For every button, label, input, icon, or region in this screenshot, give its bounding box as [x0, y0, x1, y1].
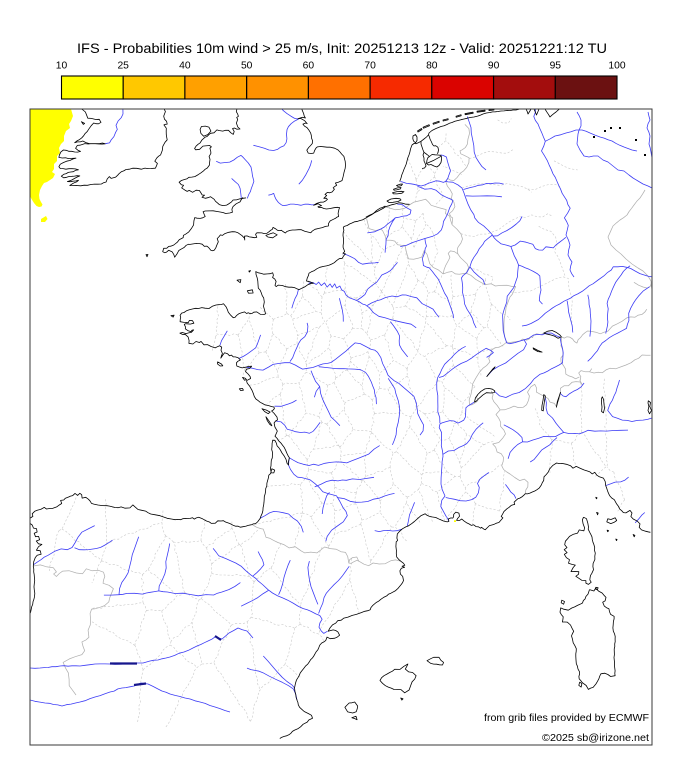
svg-text:70: 70 [364, 61, 376, 72]
svg-text:80: 80 [426, 61, 438, 72]
svg-text:from grib files provided by EC: from grib files provided by ECMWF [484, 713, 649, 724]
svg-text:©2025 sb@irizone.net: ©2025 sb@irizone.net [542, 733, 649, 744]
svg-text:25: 25 [117, 61, 129, 72]
svg-text:95: 95 [550, 61, 562, 72]
svg-text:50: 50 [241, 61, 253, 72]
svg-text:10: 10 [56, 61, 68, 72]
svg-text:IFS - Probabilities 10m wind >: IFS - Probabilities 10m wind > 25 m/s, I… [77, 41, 607, 56]
svg-text:60: 60 [303, 61, 315, 72]
svg-text:100: 100 [608, 61, 625, 72]
svg-text:90: 90 [488, 61, 500, 72]
svg-text:40: 40 [179, 61, 191, 72]
